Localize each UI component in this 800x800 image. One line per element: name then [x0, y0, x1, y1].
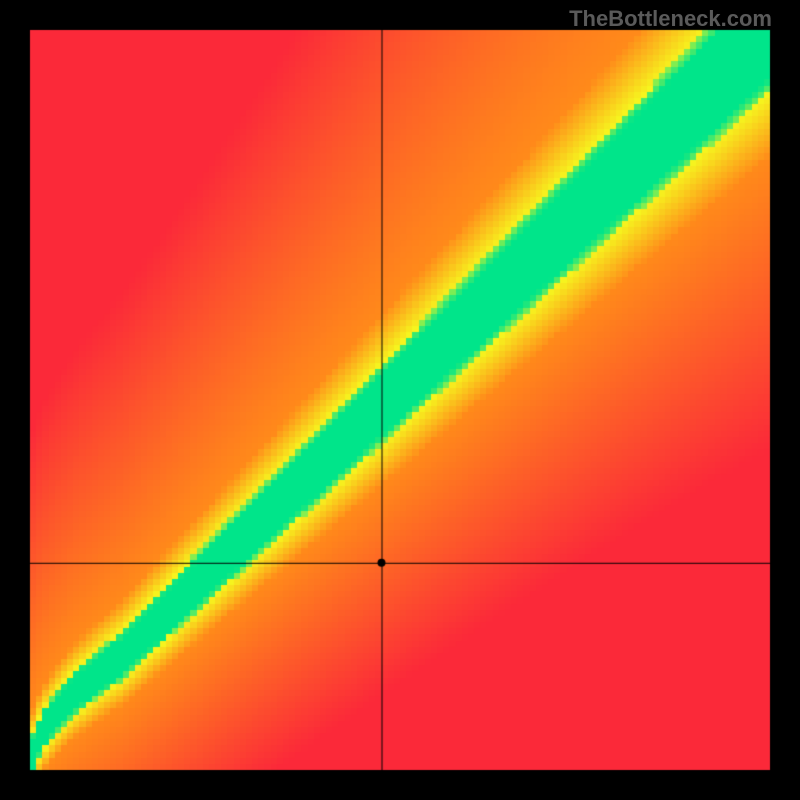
chart-container: TheBottleneck.com — [0, 0, 800, 800]
heatmap-canvas — [0, 0, 800, 800]
watermark-text: TheBottleneck.com — [569, 6, 772, 32]
